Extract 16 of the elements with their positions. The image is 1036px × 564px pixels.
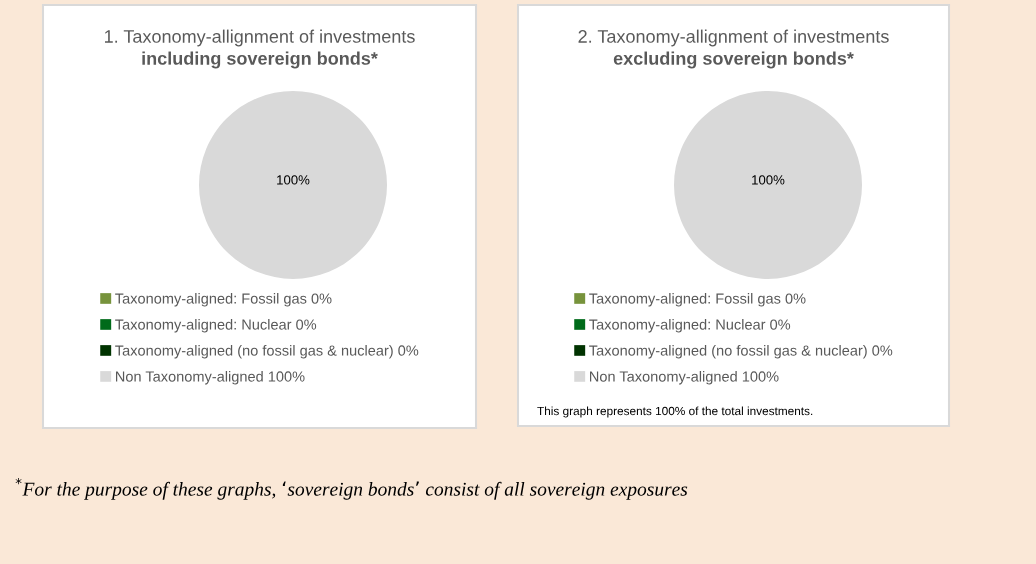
data-label: 100% xyxy=(752,175,785,185)
data-label: 100% xyxy=(277,175,310,185)
legend-label: Taxonomy-aligned: Fossil gas 0% xyxy=(589,293,806,307)
chart-subtitle: including sovereign bonds* xyxy=(142,51,378,69)
legend-label: Taxonomy-aligned: Nuclear 0% xyxy=(589,318,791,333)
legend-label: Taxonomy-aligned (no fossil gas & nuclear) 0% xyxy=(589,344,893,359)
legend-label: Non Taxonomy-aligned 100% xyxy=(590,370,779,385)
text: This graph represents 100% of the total investments. xyxy=(537,406,813,418)
legend-label: Taxonomy-aligned: Fossil gas 0% xyxy=(115,293,332,307)
legend-label: Taxonomy-aligned: Nuclear 0% xyxy=(115,318,317,333)
legend-label: Taxonomy-aligned (no fossil gas & nuclear) 0% xyxy=(115,344,419,359)
text: $^{*}$For the purpose of these graphs, ‘sovereign bonds’ consist of all sovereign exposures xyxy=(15,478,688,500)
chart-title: 2. Taxonomy-allignment of investments xyxy=(578,29,889,47)
chart-subtitle: excluding sovereign bonds* xyxy=(613,51,854,69)
legend-label: Non Taxonomy-aligned 100% xyxy=(116,370,305,385)
chart-title: 1. Taxonomy-allignment of investments xyxy=(105,29,415,47)
